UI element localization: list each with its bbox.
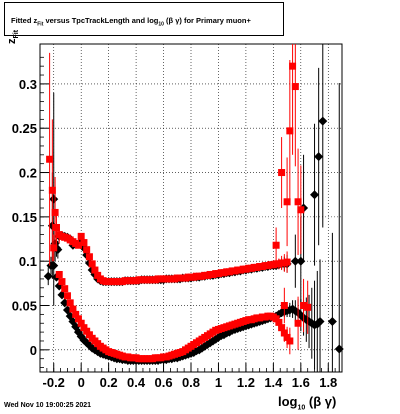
data-point-red-square <box>283 198 291 206</box>
data-point-red-square <box>46 155 54 163</box>
data-point-red-square <box>61 285 69 293</box>
x-tick-label: 1.4 <box>264 375 283 390</box>
data-point-red-square <box>80 324 88 332</box>
data-point-red-square <box>74 241 82 249</box>
data-point-red-square <box>83 246 91 254</box>
data-point-red-square <box>50 244 58 252</box>
x-axis-label: log10 (β γ) <box>278 394 337 412</box>
data-point-black-diamond <box>49 261 59 271</box>
x-tick-label: 1.8 <box>319 375 337 390</box>
data-point-red-square <box>278 169 286 177</box>
data-point-red-square <box>272 315 280 323</box>
data-point-red-square <box>286 127 294 135</box>
data-point-red-square <box>51 208 59 216</box>
data-point-red-square <box>69 305 77 313</box>
data-point-red-square <box>85 331 93 339</box>
data-point-red-square <box>275 318 283 326</box>
data-point-red-square <box>304 303 312 311</box>
y-tick-label: 0.05 <box>12 299 37 314</box>
data-point-black-diamond <box>290 256 300 266</box>
data-point-black-diamond <box>327 316 337 326</box>
data-point-black-diamond <box>318 116 328 126</box>
data-point-red-square <box>280 329 288 337</box>
data-point-red-square <box>294 319 302 327</box>
data-point-red-square <box>283 258 291 266</box>
data-point-red-square <box>80 239 88 247</box>
y-tick-label: 0.15 <box>12 210 37 225</box>
data-point-red-square <box>55 270 63 278</box>
x-tick-label: 1 <box>215 375 222 390</box>
data-point-red-square <box>291 83 299 91</box>
data-point-black-diamond <box>315 316 325 326</box>
data-point-black-diamond <box>49 194 59 204</box>
chart-title-box: Fitted zFit versus TpcTrackLength and lo… <box>4 2 284 36</box>
data-point-red-square <box>286 337 294 345</box>
y-axis-label: zFit <box>6 29 21 44</box>
x-tick-label: 0.2 <box>100 375 118 390</box>
data-point-red-square <box>91 266 99 274</box>
data-point-red-square <box>283 333 291 341</box>
y-tick-label: 0.1 <box>19 254 37 269</box>
y-tick-label: 0.3 <box>19 77 37 92</box>
y-tick-label: 0.2 <box>19 166 37 181</box>
data-point-red-square <box>300 302 308 310</box>
data-point-red-square <box>72 310 80 318</box>
x-tick-label: -0.2 <box>43 375 65 390</box>
data-point-red-square <box>74 315 82 323</box>
data-point-red-square <box>278 324 286 332</box>
chart-title: Fitted zFit versus TpcTrackLength and lo… <box>11 16 251 28</box>
data-point-red-square <box>297 206 305 214</box>
data-point-red-square <box>77 319 85 327</box>
x-tick-label: 0.6 <box>155 375 173 390</box>
data-point-red-square <box>280 302 288 310</box>
data-point-red-square <box>272 241 280 249</box>
timestamp-footer: Wed Nov 10 19:00:25 2021 <box>4 402 92 409</box>
data-point-red-square <box>77 232 85 240</box>
data-point-red-square <box>94 271 102 279</box>
data-point-black-diamond <box>310 190 320 200</box>
x-tick-label: 1.6 <box>292 375 310 390</box>
data-point-red-square <box>66 299 74 307</box>
data-point-red-square <box>88 260 96 268</box>
x-tick-label: 0 <box>78 375 85 390</box>
x-tick-label: 1.2 <box>237 375 255 390</box>
data-point-red-square <box>83 327 91 335</box>
data-point-red-square <box>85 253 93 261</box>
x-tick-label: 0.4 <box>127 375 146 390</box>
y-tick-label: 0 <box>30 343 37 358</box>
data-point-red-square <box>63 292 71 300</box>
y-tick-label: 0.25 <box>12 121 37 136</box>
data-point-red-square <box>294 198 302 206</box>
data-point-black-diamond <box>334 344 344 354</box>
data-point-red-square <box>48 186 56 194</box>
data-point-black-diamond <box>314 152 324 162</box>
data-point-red-square <box>289 62 297 70</box>
data-point-red-square <box>52 224 60 232</box>
data-point-red-square <box>58 278 66 286</box>
x-tick-label: 0.8 <box>182 375 200 390</box>
